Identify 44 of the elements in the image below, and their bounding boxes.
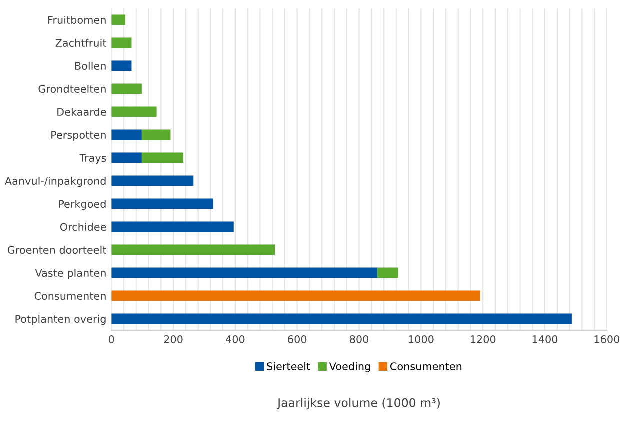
y-tick-label: Perkgoed [59, 200, 106, 210]
bar [112, 290, 480, 302]
x-tick-label: 1200 [470, 336, 496, 344]
x-tick-label: 400 [226, 336, 245, 344]
y-tick-label: Vaste planten [35, 269, 106, 280]
x-tick-label: 1400 [532, 336, 558, 344]
x-tick-label: 200 [164, 336, 183, 344]
legend-label: Consumenten [390, 362, 462, 370]
x-tick-label: 1000 [409, 336, 434, 344]
bar [112, 314, 572, 324]
bar [112, 60, 132, 72]
bar [112, 244, 276, 256]
bar [112, 176, 194, 186]
y-tick-label: Groenten doorteelt [8, 246, 106, 254]
y-tick-label: Trays [80, 154, 106, 164]
bar [112, 222, 234, 232]
bar [112, 130, 142, 140]
bar [112, 152, 142, 164]
bar [142, 152, 184, 164]
x-axis-title: Jaarlijkse volume (1000 m³) [276, 398, 440, 410]
bar [112, 106, 157, 118]
x-tick-label: 600 [288, 336, 307, 344]
bar [112, 84, 142, 94]
y-tick-label: Grondteelten [38, 84, 106, 94]
bar [142, 130, 171, 140]
y-tick-label: Perspotten [52, 131, 106, 142]
y-tick-label: Bollen [75, 62, 106, 70]
bar [112, 198, 214, 210]
x-tick-label: 1600 [594, 336, 620, 344]
bar [112, 38, 132, 48]
x-tick-label: 0 [108, 336, 114, 344]
bar [112, 268, 378, 278]
legend-label: Sierteelt [267, 362, 310, 370]
y-tick-label: Potplanten overig [16, 315, 106, 326]
legend-label: Voeding [329, 362, 370, 372]
bar [378, 268, 398, 278]
x-tick-label: 800 [350, 336, 369, 344]
y-tick-label: Orchidee [60, 223, 106, 232]
y-tick-label: Consumenten [34, 292, 106, 300]
y-tick-label: Dekaarde [58, 108, 106, 116]
y-tick-label: Fruitbomen [48, 16, 106, 24]
bar [112, 14, 126, 26]
y-tick-label: Zachtfruit [56, 38, 106, 48]
y-tick-label: Aanvul-/inpakgrond [5, 176, 106, 188]
